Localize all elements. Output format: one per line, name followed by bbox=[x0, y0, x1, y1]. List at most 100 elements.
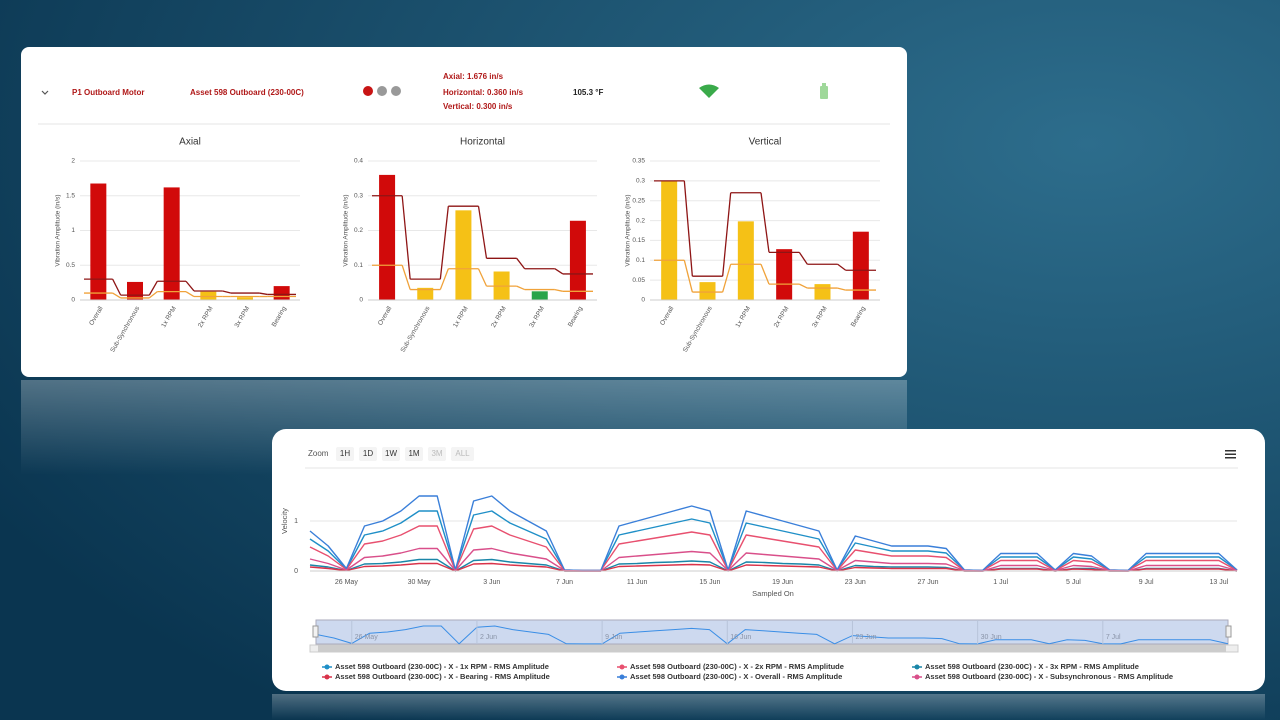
chart-title: Axial bbox=[179, 137, 201, 148]
x-tick-label: 5 Jul bbox=[1066, 579, 1081, 586]
alarm-riser bbox=[554, 268, 564, 275]
y-tick-label: 0 bbox=[71, 297, 75, 304]
menu-bar bbox=[1225, 457, 1236, 459]
alarm-riser bbox=[259, 292, 268, 296]
navigator-label: 26 May bbox=[355, 634, 378, 641]
alarm-riser bbox=[516, 257, 526, 270]
zoom-button-bg bbox=[382, 447, 400, 461]
zoom-button-bg bbox=[451, 447, 474, 461]
bar bbox=[737, 221, 754, 300]
x-tick-label: 3 Jun bbox=[483, 579, 500, 586]
legend-label: Asset 598 Outboard (230-00C) - X - 3x RP… bbox=[925, 662, 1139, 671]
bar bbox=[776, 249, 793, 300]
legend-label: Asset 598 Outboard (230-00C) - X - Subsy… bbox=[925, 672, 1173, 681]
legend-item[interactable]: Asset 598 Outboard (230-00C) - X - 3x RP… bbox=[912, 662, 1139, 671]
expand-chevron[interactable] bbox=[41, 90, 49, 95]
menu-bar bbox=[1225, 453, 1236, 455]
zoom-button[interactable]: 1D bbox=[359, 447, 377, 461]
y-axis-label: Vibration Amplitude (in/s) bbox=[343, 194, 350, 266]
navigator-handle[interactable] bbox=[312, 625, 319, 638]
warning-riser bbox=[112, 292, 122, 299]
x-tick-label: 15 Jun bbox=[699, 579, 720, 586]
menu-button[interactable] bbox=[1225, 450, 1236, 459]
warning-riser bbox=[760, 264, 770, 285]
navigator-handle[interactable] bbox=[1225, 625, 1232, 638]
y-tick-label: 0.15 bbox=[632, 237, 645, 244]
navigator-window bbox=[315, 619, 1229, 645]
warning-riser bbox=[185, 291, 195, 298]
legend-item[interactable]: Asset 598 Outboard (230-00C) - X - 2x RP… bbox=[617, 662, 844, 671]
status-dot bbox=[391, 86, 401, 96]
zoom-button-bg bbox=[405, 447, 423, 461]
x-tick-label: 7 Jun bbox=[556, 579, 573, 586]
legend-label: Asset 598 Outboard (230-00C) - X - Overa… bbox=[630, 672, 842, 681]
zoom-button-bg bbox=[359, 447, 377, 461]
asset-group: P1 Outboard Motor bbox=[72, 88, 144, 97]
alarm-riser bbox=[401, 195, 411, 280]
legend-item[interactable]: Asset 598 Outboard (230-00C) - X - Overa… bbox=[617, 672, 842, 681]
legend-item[interactable]: Asset 598 Outboard (230-00C) - X - 1x RP… bbox=[322, 662, 549, 671]
zoom-button-bg bbox=[336, 447, 354, 461]
y-tick-label: 0 bbox=[641, 297, 645, 304]
zoom-button[interactable]: 1W bbox=[382, 447, 400, 461]
legend-item[interactable]: Asset 598 Outboard (230-00C) - X - Subsy… bbox=[912, 672, 1173, 681]
x-tick-label: 30 May bbox=[408, 579, 431, 586]
scrollbar-thumb[interactable] bbox=[318, 645, 1226, 652]
warning-riser bbox=[554, 288, 563, 292]
navigator-label: 9 Jun bbox=[605, 634, 622, 641]
alarm-riser bbox=[185, 280, 195, 292]
battery-icon bbox=[820, 86, 828, 99]
y-tick-label: 0.2 bbox=[354, 227, 363, 234]
zoom-label: Zoom bbox=[308, 449, 329, 458]
x-tick-label: 23 Jun bbox=[845, 579, 866, 586]
y-tick-label: 1 bbox=[294, 518, 298, 525]
zoom-button[interactable]: 3M bbox=[428, 447, 446, 461]
y-axis-label: Vibration Amplitude (in/s) bbox=[55, 194, 62, 266]
navigator-label: 7 Jul bbox=[1106, 634, 1121, 641]
bar bbox=[200, 291, 217, 300]
y-tick-label: 0.3 bbox=[636, 178, 645, 185]
legend-item[interactable]: Asset 598 Outboard (230-00C) - X - Beari… bbox=[322, 672, 550, 681]
x-tick-label: 11 Jun bbox=[627, 579, 648, 586]
bar bbox=[379, 174, 396, 300]
y-tick-label: 1 bbox=[71, 227, 75, 234]
zoom-button-bg bbox=[428, 447, 446, 461]
y-tick-label: 0.2 bbox=[636, 217, 645, 224]
bar bbox=[569, 220, 586, 300]
series-line bbox=[309, 547, 1238, 572]
navigator-label: 23 Jun bbox=[855, 634, 876, 641]
navigator-line bbox=[315, 625, 1229, 645]
zoom-button-label: 3M bbox=[431, 449, 442, 458]
zoom-button[interactable]: 1H bbox=[336, 447, 354, 461]
alarm-riser bbox=[760, 192, 770, 253]
zoom-button-label: 1M bbox=[408, 449, 419, 458]
bar bbox=[90, 183, 107, 300]
bar bbox=[531, 291, 548, 300]
warning-riser bbox=[837, 287, 846, 291]
y-tick-label: 0.5 bbox=[66, 262, 75, 269]
y-axis-label: Vibration Amplitude (in/s) bbox=[625, 194, 632, 266]
y-tick-label: 0.1 bbox=[354, 262, 363, 269]
series-line bbox=[309, 558, 1238, 572]
zoom-button-label: 1D bbox=[363, 449, 373, 458]
legend-swatch bbox=[324, 664, 330, 670]
alarm-riser bbox=[722, 192, 732, 277]
y-tick-label: 0.4 bbox=[354, 158, 363, 165]
y-tick-label: 0 bbox=[294, 568, 298, 575]
zoom-button[interactable]: ALL bbox=[451, 447, 474, 461]
x-tick-label: 9 Jul bbox=[1139, 579, 1154, 586]
warning-riser bbox=[799, 283, 808, 289]
zoom-button[interactable]: 1M bbox=[405, 447, 423, 461]
navigator-label: 2 Jun bbox=[480, 634, 497, 641]
bar bbox=[699, 282, 716, 300]
alarm-riser bbox=[148, 280, 158, 296]
bar bbox=[273, 286, 290, 300]
y-tick-label: 0.35 bbox=[632, 158, 645, 165]
alarm-riser bbox=[798, 251, 808, 265]
zoom-button-label: 1H bbox=[340, 449, 350, 458]
warning-riser bbox=[401, 265, 411, 290]
reflection bbox=[272, 694, 1265, 720]
bar bbox=[814, 284, 831, 300]
warning-riser bbox=[148, 291, 158, 299]
alarm-riser bbox=[439, 206, 449, 280]
